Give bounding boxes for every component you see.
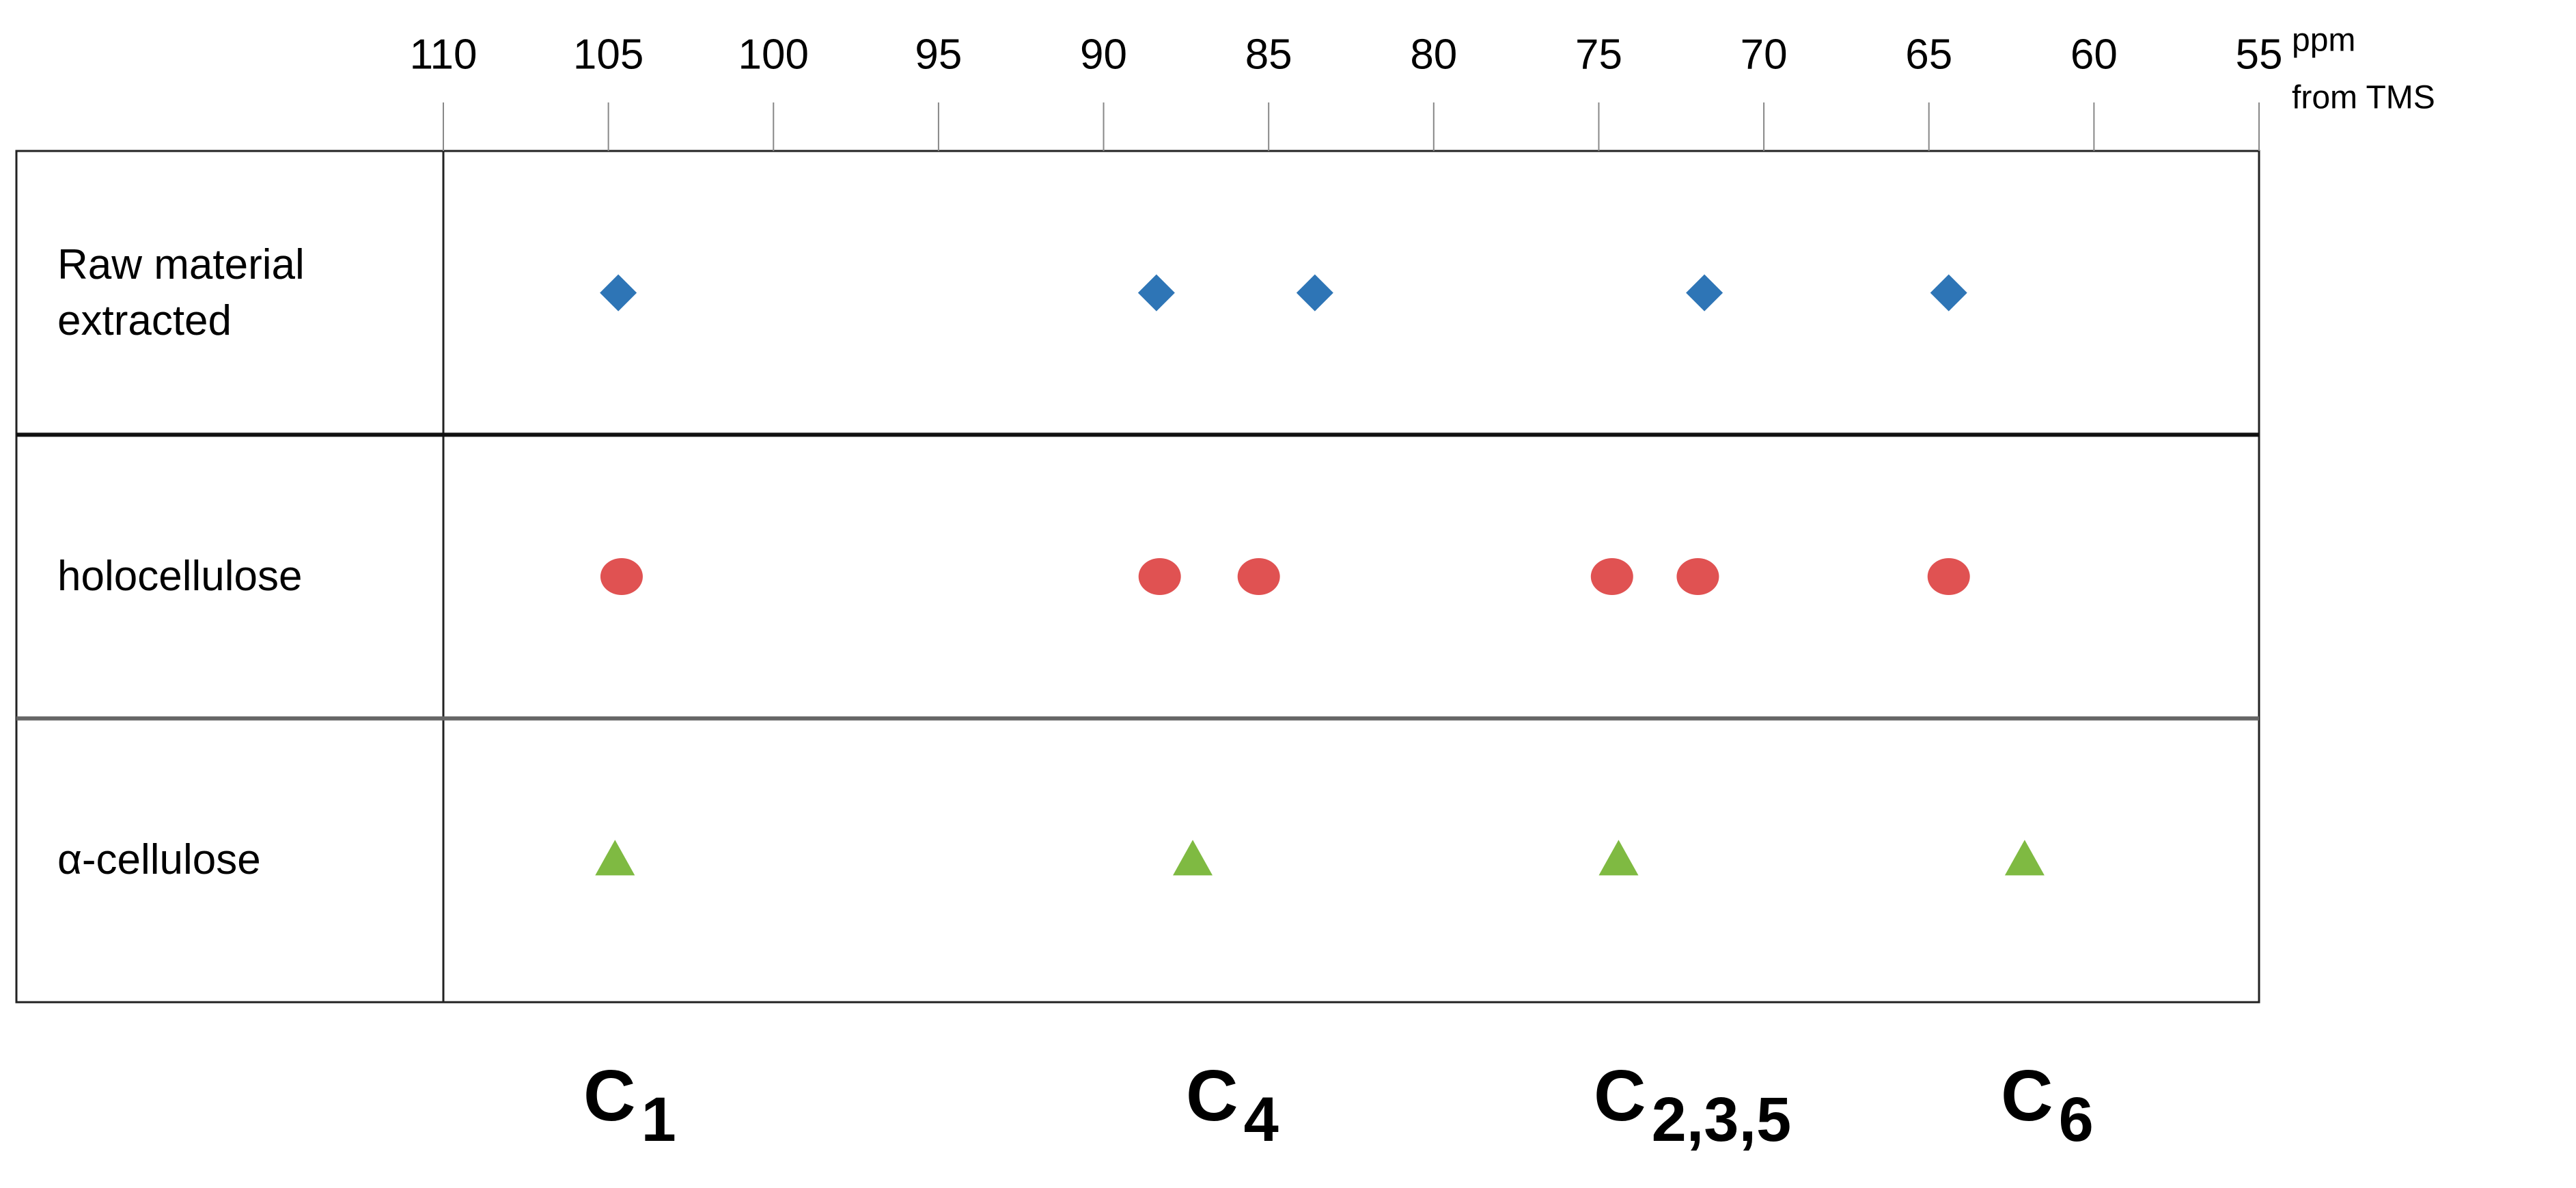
diamond-marker <box>1686 274 1723 312</box>
diamond-marker <box>1930 274 1967 312</box>
triangle-marker <box>2004 840 2045 876</box>
x-tick-label: 75 <box>1575 31 1622 78</box>
carbon-label: C4 <box>1186 1055 1279 1155</box>
x-tick-label: 80 <box>1410 31 1457 78</box>
carbon-label: C6 <box>2001 1055 2094 1155</box>
x-tick-label: 65 <box>1905 31 1952 78</box>
row-label: α-cellulose <box>57 836 261 884</box>
carbon-subscript: 6 <box>2059 1085 2094 1155</box>
circle-marker <box>1676 558 1719 595</box>
row-label: holocellulose <box>57 553 303 600</box>
diamond-marker <box>600 274 637 312</box>
carbon-label: C2,3,5 <box>1594 1055 1791 1155</box>
circle-marker <box>1237 558 1280 595</box>
x-tick-label: 95 <box>915 31 962 78</box>
x-axis-label: ppm <box>2292 23 2355 59</box>
carbon-letter: C <box>2001 1055 2053 1136</box>
row-label: Raw material extracted <box>57 240 305 344</box>
circle-marker <box>600 558 643 595</box>
carbon-letter: C <box>583 1055 636 1136</box>
x-tick-label: 85 <box>1245 31 1292 78</box>
x-tick-label: 60 <box>2071 31 2118 78</box>
diamond-marker <box>1137 274 1175 312</box>
triangle-marker <box>1598 840 1639 876</box>
carbon-letter: C <box>1186 1055 1238 1136</box>
x-tick-label: 100 <box>738 31 809 78</box>
x-tick-label: 55 <box>2236 31 2283 78</box>
carbon-subscript: 1 <box>641 1085 676 1155</box>
x-tick-label: 110 <box>410 31 477 78</box>
carbon-subscript: 2,3,5 <box>1652 1085 1792 1155</box>
triangle-marker <box>1173 840 1213 876</box>
triangle-marker <box>595 840 635 876</box>
carbon-subscript: 4 <box>1244 1085 1279 1155</box>
x-axis-label: from TMS <box>2292 80 2435 116</box>
diamond-marker <box>1296 274 1333 312</box>
x-tick-label: 105 <box>573 31 643 78</box>
circle-marker <box>1138 558 1181 595</box>
carbon-label: C1 <box>583 1055 676 1155</box>
carbon-letter: C <box>1594 1055 1646 1136</box>
x-tick-label: 70 <box>1741 31 1788 78</box>
circle-marker <box>1927 558 1970 595</box>
circle-marker <box>1590 558 1633 595</box>
x-tick-label: 90 <box>1080 31 1127 78</box>
plot-frame <box>15 150 2260 1004</box>
